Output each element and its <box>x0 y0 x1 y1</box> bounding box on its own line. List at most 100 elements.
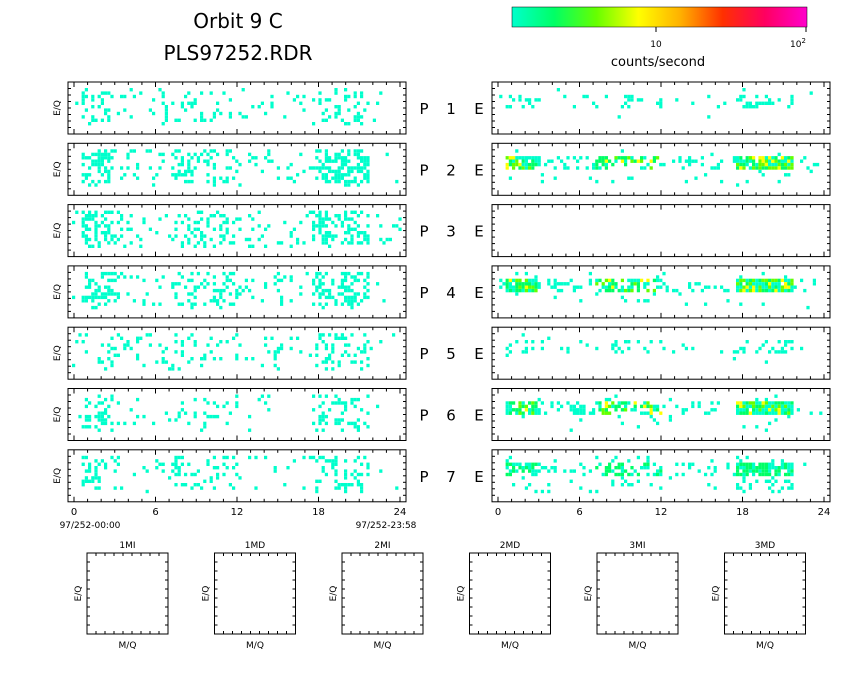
heatmap-cell <box>780 162 784 167</box>
heatmap-cell <box>777 285 781 289</box>
heatmap-cell <box>148 166 152 170</box>
heatmap-cell <box>97 479 101 483</box>
heatmap-cell <box>212 149 216 153</box>
heatmap-cell <box>94 234 98 238</box>
heatmap-cell <box>356 111 360 116</box>
heatmap-cell <box>254 156 258 160</box>
heatmap-cell <box>684 302 688 306</box>
heatmap-cell <box>94 282 98 286</box>
heatmap-cell <box>595 489 599 494</box>
heatmap-cell <box>544 411 548 415</box>
heatmap-cell <box>627 94 631 99</box>
heatmap-cell <box>739 285 743 289</box>
heatmap-cell <box>356 152 360 157</box>
heatmap-cell <box>784 159 788 163</box>
heatmap-cell <box>524 282 528 286</box>
heatmap-cell <box>780 401 784 405</box>
heatmap-cell <box>308 166 312 170</box>
heatmap-cell <box>707 411 711 415</box>
heatmap-cell <box>328 166 332 170</box>
heatmap-cell <box>579 156 583 160</box>
heatmap-cell <box>646 401 650 405</box>
heatmap-cell <box>761 173 765 177</box>
heatmap-cell <box>505 401 509 405</box>
heatmap-cell <box>505 105 509 109</box>
heatmap-cell <box>633 401 637 405</box>
heatmap-cell <box>273 282 277 286</box>
heatmap-cell <box>321 340 325 344</box>
heatmap-cell <box>547 469 551 473</box>
heatmap-cell <box>164 115 168 119</box>
heatmap-cell <box>315 459 319 463</box>
heatmap-cell <box>620 149 624 153</box>
heatmap-cell <box>318 418 322 422</box>
heatmap-cell <box>787 462 791 466</box>
heatmap-cell <box>745 282 749 286</box>
heatmap-cell <box>113 299 117 303</box>
heatmap-cell <box>611 179 615 184</box>
heatmap-cell <box>588 278 592 283</box>
heatmap-cell <box>515 469 519 473</box>
heatmap-cell <box>780 408 784 412</box>
heatmap-cell <box>84 176 88 180</box>
heatmap-cell <box>235 462 239 466</box>
heatmap-cell <box>324 231 328 235</box>
heatmap-cell <box>184 234 188 238</box>
heatmap-cell <box>608 469 612 473</box>
heatmap-cell <box>537 397 541 402</box>
heatmap-cell <box>193 244 197 248</box>
heatmap-cell <box>787 486 791 490</box>
heatmap-cell <box>360 179 364 184</box>
heatmap-cell <box>748 288 752 293</box>
heatmap-cell <box>337 397 341 402</box>
heatmap-cell <box>563 166 567 170</box>
heatmap-cell <box>161 91 165 95</box>
heatmap-cell <box>508 404 512 409</box>
heatmap-cell <box>248 214 252 218</box>
heatmap-cell <box>736 408 740 412</box>
heatmap-cell <box>312 394 316 398</box>
heatmap-cell <box>88 479 92 483</box>
right-heatmap-cells-7 <box>505 455 807 494</box>
heatmap-cell <box>720 350 724 354</box>
heatmap-cell <box>598 288 602 293</box>
heatmap-cell <box>107 91 111 95</box>
heatmap-cell <box>308 455 312 460</box>
heatmap-cell <box>328 156 332 160</box>
heatmap-cell <box>353 476 357 480</box>
heatmap-cell <box>366 224 370 228</box>
heatmap-cell <box>88 214 92 218</box>
heatmap-cell <box>264 343 268 347</box>
heatmap-cell <box>531 472 535 477</box>
heatmap-cell <box>97 94 101 99</box>
heatmap-cell <box>206 271 210 276</box>
heatmap-cell <box>659 162 663 167</box>
heatmap-cell <box>267 350 271 354</box>
heatmap-cell <box>739 401 743 405</box>
heatmap-cell <box>180 173 184 177</box>
p-label-5: P <box>419 345 428 363</box>
heatmap-cell <box>700 156 704 160</box>
heatmap-cell <box>270 105 274 109</box>
heatmap-cell <box>752 166 756 170</box>
heatmap-cell <box>219 111 223 116</box>
heatmap-cell <box>528 466 532 470</box>
heatmap-cell <box>742 489 746 494</box>
heatmap-cell <box>758 346 762 351</box>
heatmap-cell <box>161 357 165 361</box>
heatmap-cell <box>761 278 765 283</box>
heatmap-cell <box>356 183 360 187</box>
heatmap-cell <box>347 166 351 170</box>
heatmap-cell <box>190 486 194 490</box>
heatmap-cell <box>350 397 354 402</box>
heatmap-cell <box>100 411 104 415</box>
heatmap-cell <box>248 237 252 242</box>
heatmap-cell <box>264 336 268 340</box>
heatmap-cell <box>764 162 768 167</box>
heatmap-cell <box>347 179 351 184</box>
heatmap-cell <box>203 285 207 289</box>
heatmap-cell <box>88 466 92 470</box>
heatmap-cell <box>110 149 114 153</box>
heatmap-cell <box>97 401 101 405</box>
heatmap-cell <box>761 156 765 160</box>
